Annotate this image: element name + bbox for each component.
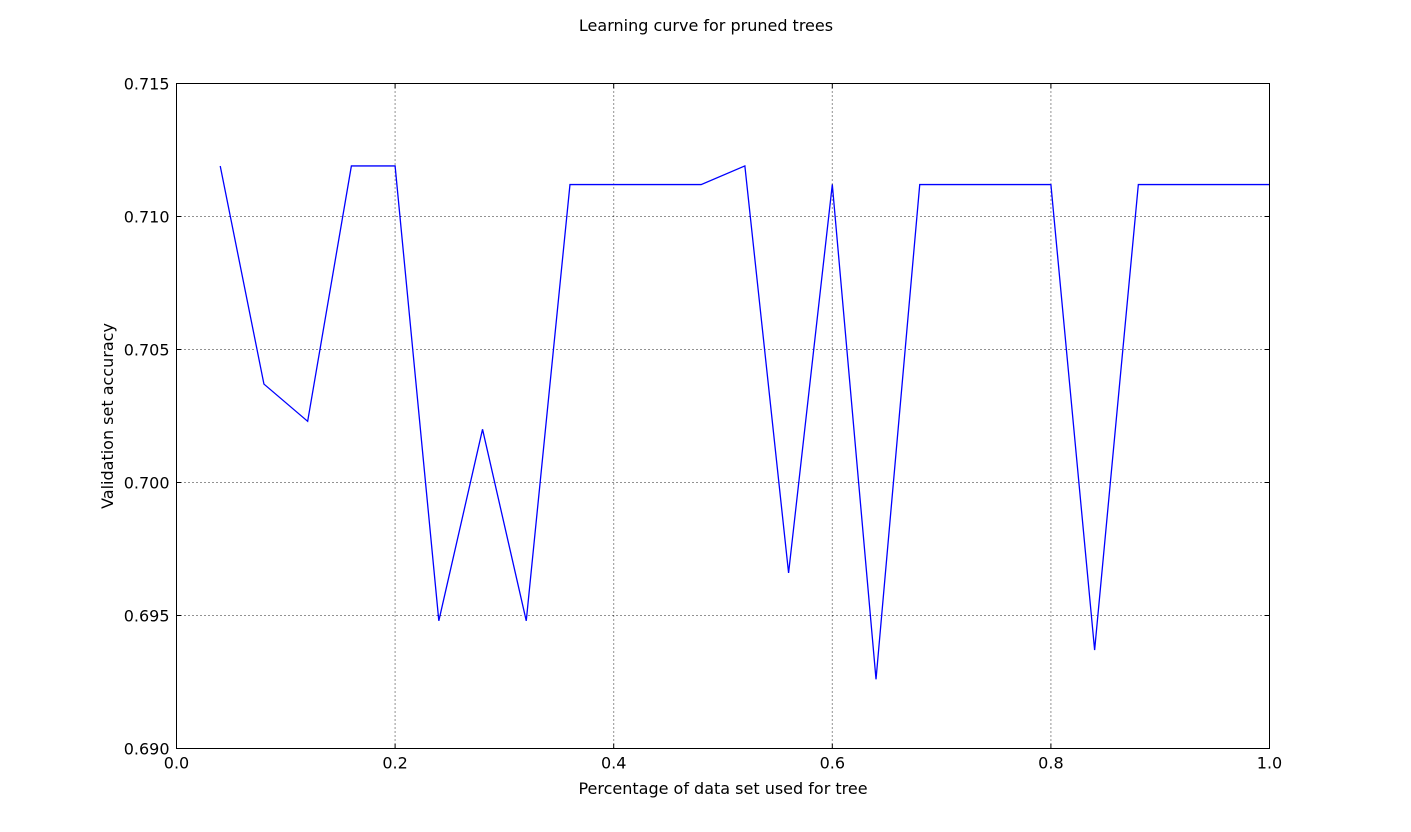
x-tick-label: 1.0 xyxy=(1257,754,1282,773)
y-tick-labels: 0.690 0.695 0.700 0.705 0.710 0.715 xyxy=(124,75,170,759)
x-tick-label: 0.2 xyxy=(382,754,407,773)
series-line xyxy=(219,165,1270,680)
chart-title: Learning curve for pruned trees xyxy=(579,16,833,35)
x-axis-label: Percentage of data set used for tree xyxy=(578,779,867,798)
x-tick-labels: 0.0 0.2 0.4 0.6 0.8 1.0 xyxy=(164,754,1282,773)
x-tick-label: 0.8 xyxy=(1038,754,1063,773)
series-layer xyxy=(219,165,1270,680)
x-tick-label: 0.4 xyxy=(601,754,626,773)
x-tick-label: 0.0 xyxy=(164,754,189,773)
plot-frame xyxy=(176,83,1270,749)
x-tick-label: 0.6 xyxy=(820,754,845,773)
y-tick-label: 0.705 xyxy=(124,341,170,360)
y-tick-label: 0.710 xyxy=(124,208,170,227)
y-tick-label: 0.700 xyxy=(124,474,170,493)
y-axis-label: Validation set accuracy xyxy=(98,323,117,509)
grid-lines xyxy=(176,83,1270,749)
ticks xyxy=(176,83,1270,749)
y-tick-label: 0.715 xyxy=(124,75,170,94)
y-tick-label: 0.690 xyxy=(124,740,170,759)
y-tick-label: 0.695 xyxy=(124,607,170,626)
